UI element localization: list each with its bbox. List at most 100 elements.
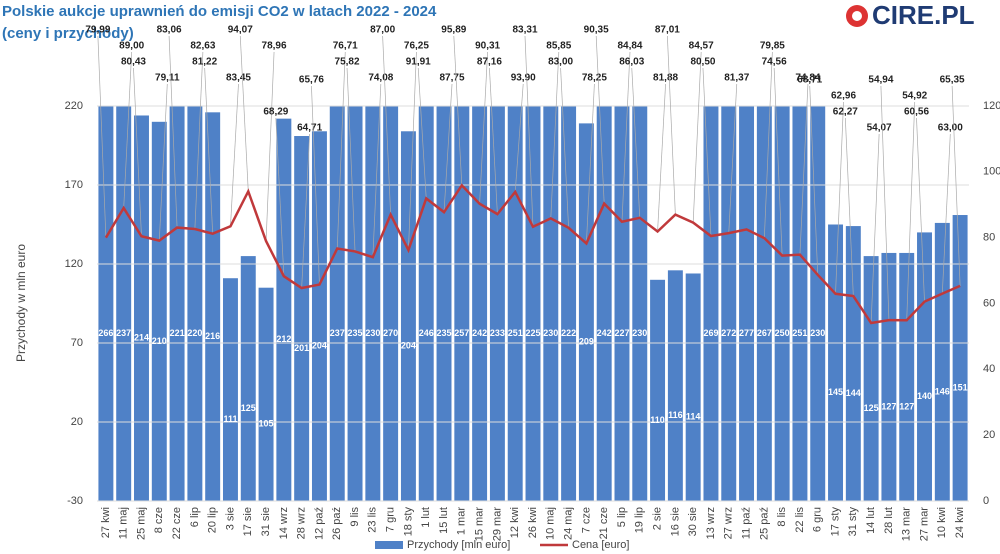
- price-label: 83,00: [548, 57, 573, 68]
- bar: [525, 106, 541, 501]
- x-tick-label: 18 sty: [402, 507, 414, 537]
- leader-line: [301, 133, 311, 289]
- x-tick-label: 8 lis: [776, 507, 788, 527]
- price-label: 89,00: [119, 41, 144, 52]
- price-label: 83,06: [157, 25, 182, 36]
- bar-label: 214: [134, 333, 149, 343]
- leader-line: [230, 83, 239, 227]
- price-label: 60,56: [904, 107, 929, 118]
- leader-line: [443, 83, 453, 213]
- bar: [578, 123, 594, 501]
- price-label: 64,71: [297, 123, 322, 134]
- bar-label: 242: [597, 328, 612, 338]
- x-tick-label: 1 lut: [420, 507, 432, 528]
- price-label: 65,35: [940, 75, 965, 86]
- x-tick-label: 12 kwi: [509, 507, 521, 538]
- leader-line: [346, 67, 356, 252]
- x-tick-label: 16 sie: [669, 507, 681, 536]
- x-tick-label: 27 wrz: [723, 507, 735, 539]
- leader-line: [667, 35, 676, 215]
- bar-label: 116: [668, 410, 683, 420]
- leader-line: [692, 51, 702, 223]
- price-label: 90,35: [584, 25, 609, 36]
- bar: [810, 106, 826, 501]
- leader-line: [158, 83, 168, 241]
- bar-label: 210: [152, 336, 167, 346]
- legend-label: Przychody [mln euro]: [407, 539, 510, 551]
- price-label: 63,00: [938, 123, 963, 134]
- bar: [561, 106, 577, 501]
- bar: [258, 287, 274, 501]
- bar: [543, 106, 559, 501]
- y2-tick-label: 120: [983, 100, 1000, 112]
- leader-line: [763, 51, 773, 239]
- bar: [151, 121, 167, 502]
- bar-label: 235: [348, 328, 363, 338]
- bar: [685, 273, 701, 501]
- x-tick-label: 6 gru: [812, 507, 824, 532]
- bar-label: 145: [828, 387, 843, 397]
- leader-line: [417, 67, 427, 199]
- bar-label: 237: [116, 328, 131, 338]
- leader-line: [809, 85, 819, 275]
- price-label: 62,27: [833, 107, 858, 118]
- bar: [276, 118, 292, 501]
- x-tick-label: 26 kwi: [527, 507, 539, 538]
- bar-label: 277: [739, 328, 754, 338]
- y2-tick-label: 60: [983, 297, 995, 309]
- price-label: 83,31: [512, 25, 537, 36]
- bar: [472, 106, 488, 502]
- leader-line: [489, 67, 498, 215]
- price-label: 87,16: [477, 57, 502, 68]
- x-tick-label: 31 sie: [260, 507, 272, 536]
- bar: [329, 106, 345, 501]
- y-tick-label: 120: [65, 258, 83, 270]
- price-label: 68,29: [263, 107, 288, 118]
- bar-label: 140: [917, 391, 932, 401]
- leader-line: [870, 133, 880, 324]
- bar: [952, 215, 968, 501]
- leader-line: [168, 35, 178, 228]
- x-tick-label: 26 paź: [331, 507, 343, 540]
- leader-line: [382, 35, 391, 215]
- bar: [294, 136, 310, 501]
- y-tick-label: 70: [71, 337, 83, 349]
- bar: [756, 106, 772, 502]
- leader-line: [941, 133, 951, 294]
- price-label: 74,56: [762, 57, 787, 68]
- x-tick-label: 11 paź: [740, 507, 752, 539]
- y2-tick-label: 40: [983, 363, 995, 375]
- x-tick-label: 31 sty: [847, 507, 859, 537]
- bar: [240, 256, 256, 501]
- bar-label: 212: [276, 334, 291, 344]
- x-tick-label: 25 paź: [758, 507, 770, 540]
- leader-line: [835, 101, 844, 294]
- leader-line: [311, 85, 320, 285]
- x-tick-label: 15 lut: [438, 507, 450, 534]
- leader-line: [265, 51, 275, 242]
- bar-label: 235: [437, 328, 452, 338]
- bar: [828, 224, 844, 501]
- bar-label: 230: [543, 328, 558, 338]
- leader-line: [550, 51, 560, 219]
- x-tick-label: 20 lip: [207, 507, 219, 533]
- bar-label: 221: [170, 328, 185, 338]
- bar-label: 246: [419, 328, 434, 338]
- price-label: 54,94: [868, 75, 893, 86]
- x-tick-label: 23 lis: [367, 507, 379, 533]
- bar-label: 216: [205, 331, 220, 341]
- leader-line: [123, 51, 133, 209]
- chart-subtitle: (ceny i przychody): [2, 25, 134, 42]
- bar-label: 111: [223, 414, 237, 424]
- bar-label: 251: [792, 328, 807, 338]
- leader-line: [916, 117, 925, 302]
- price-label: 78,25: [582, 73, 607, 84]
- leader-line: [773, 67, 783, 256]
- leader-line: [586, 83, 595, 244]
- bar: [489, 106, 505, 502]
- leader-line: [702, 67, 712, 237]
- price-label: 54,07: [867, 123, 892, 134]
- leader-line: [97, 35, 107, 238]
- leader-line: [844, 117, 854, 297]
- x-tick-label: 1 mar: [456, 507, 468, 535]
